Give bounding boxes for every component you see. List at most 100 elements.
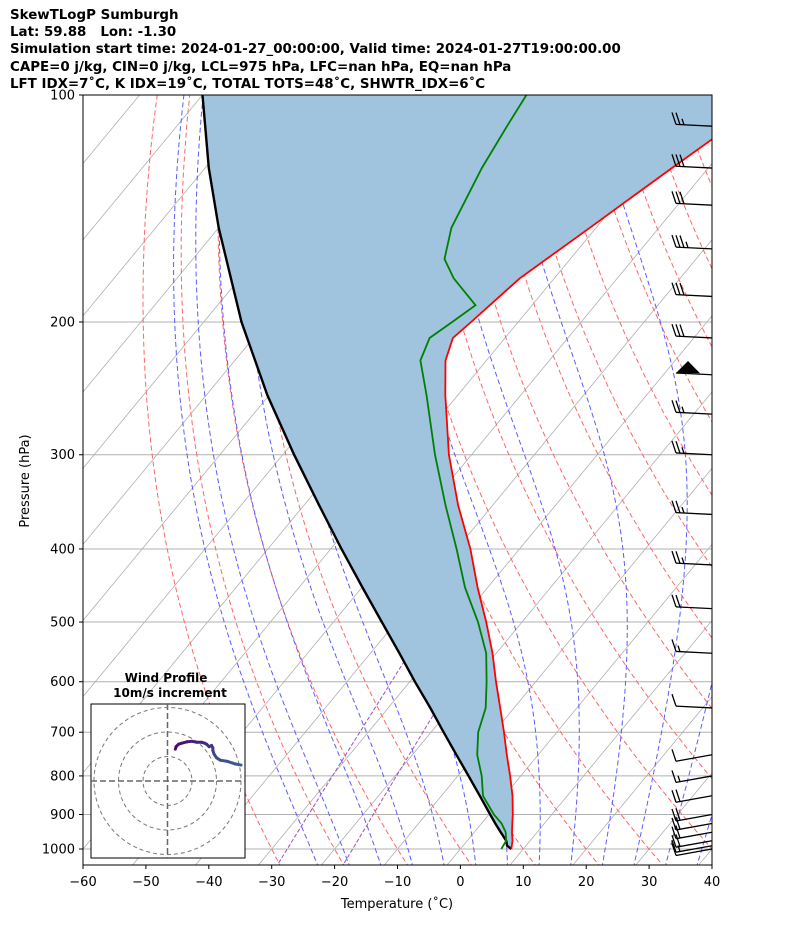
hodograph-trace [173, 745, 178, 751]
x-tick-label: −30 [258, 875, 285, 890]
wind-barb-half [681, 406, 685, 413]
wind-barb [671, 789, 713, 803]
y-axis-title: Pressure (hPa) [18, 434, 33, 527]
temperature-profile-line [444, 138, 712, 850]
wind-barb-shaft [675, 775, 713, 784]
dewpoint-profile-line [419, 95, 528, 850]
wind-barb [671, 550, 713, 566]
hodograph-ring [93, 707, 242, 855]
wind-barb [671, 843, 713, 857]
hodograph-subtitle: 10m/s increment [113, 686, 227, 700]
wind-barb-shaft [675, 335, 713, 339]
y-tick-label: 800 [50, 769, 75, 784]
wind-barb-full [675, 789, 681, 802]
isotherm-line [0, 78, 91, 868]
wind-barb-full [675, 324, 681, 337]
isotherm-line [446, 543, 712, 865]
moist-adiabat [173, 95, 319, 865]
dry-adiabat [710, 95, 712, 100]
wind-barb-shaft [675, 845, 713, 853]
wind-barb [671, 749, 713, 762]
y-tick-label: 900 [50, 808, 75, 823]
chart-header: SkewTLogP Sumburgh Lat: 59.88 Lon: -1.30… [10, 7, 621, 93]
x-tick-label: 0 [456, 875, 464, 890]
wind-barb-full [671, 550, 677, 564]
mixing-ratio-line [276, 646, 414, 865]
dry-adiabat [612, 95, 712, 348]
chart-title: SkewTLogP Sumburgh [10, 8, 179, 23]
isotherm-line [572, 696, 712, 865]
hodograph-plot [91, 704, 245, 858]
wind-barb [671, 191, 713, 206]
y-tick-label: 1000 [42, 843, 75, 858]
wind-barb-full [671, 440, 677, 454]
wind-barb-full [675, 282, 681, 296]
wind-barb [671, 693, 713, 709]
wind-barb-full [671, 191, 677, 204]
wind-barb-shaft [675, 512, 713, 516]
wind-barb-half [677, 645, 681, 652]
wind-barb-full [671, 826, 677, 839]
wind-barb [671, 440, 713, 456]
x-tick-label: 30 [641, 875, 658, 890]
y-tick-label: 700 [50, 726, 75, 741]
dry-adiabat [217, 95, 409, 865]
wind-barb-shaft [675, 372, 713, 376]
wind-barb-full [671, 790, 677, 803]
wind-barb [671, 817, 713, 831]
y-tick-label: 300 [50, 448, 75, 463]
cape-fill [202, 95, 712, 849]
dry-adiabat [180, 95, 345, 865]
wind-barb-shaft [675, 165, 713, 169]
wind-barb-shaft [675, 562, 713, 566]
x-axis: −60 −50 −40 −30 −20 −10 0 10 20 30 40 [69, 865, 720, 890]
wind-barb-half [685, 241, 689, 248]
wind-barb-full [675, 551, 681, 564]
dry-adiabat [252, 95, 472, 865]
dry-adiabat [384, 95, 712, 850]
wind-barb-full [671, 400, 677, 413]
y-tick-label: 500 [50, 616, 75, 631]
moist-adiabat [218, 95, 382, 865]
wind-barb-full [675, 808, 681, 821]
wind-barb [671, 112, 713, 127]
x-tick-label: −50 [132, 875, 159, 890]
wind-barb-full [675, 400, 681, 413]
x-tick-label: 20 [578, 875, 595, 890]
wind-barb-full [671, 834, 677, 848]
wind-barb-shaft [675, 831, 713, 840]
isotherm-line [635, 772, 712, 865]
wind-barb-full [671, 323, 677, 337]
moist-adiabat [592, 95, 688, 865]
wind-barb-half [681, 447, 685, 454]
wind-barb-half [681, 118, 685, 126]
wind-barb [671, 594, 713, 610]
dry-adiabat [580, 95, 712, 423]
hodograph-ring [142, 756, 193, 806]
wind-barb-full [675, 500, 681, 514]
wind-barb-shaft [675, 754, 713, 762]
wind-barb [671, 825, 713, 840]
wind-barb-full [671, 817, 677, 831]
y-tick-label: 100 [50, 89, 75, 104]
wind-barb-shaft [675, 795, 713, 803]
dry-adiabat [737, 78, 794, 868]
x-axis-title: Temperature (˚C) [340, 896, 453, 912]
stability-indices-1: CAPE=0 j/kg, CIN=0 j/kg, LCL=975 hPa, LF… [10, 59, 512, 75]
isotherm-line [195, 239, 712, 865]
y-tick-label: 600 [50, 675, 75, 690]
x-tick-label: −10 [384, 875, 411, 890]
wind-barb-shaft [675, 705, 713, 709]
y-tick-label: 200 [50, 315, 75, 330]
wind-barb-full [671, 112, 677, 125]
x-tick-label: −40 [195, 875, 222, 890]
wind-barb-full [679, 282, 685, 296]
x-tick-label: −20 [321, 875, 348, 890]
isotherm-line [83, 95, 204, 241]
wind-barb-full [675, 825, 681, 839]
dry-adiabat [645, 95, 712, 270]
wind-barb-full [675, 112, 681, 125]
profile-lines [201, 95, 712, 850]
isotherm-line [83, 95, 266, 317]
wind-barb [671, 770, 713, 784]
